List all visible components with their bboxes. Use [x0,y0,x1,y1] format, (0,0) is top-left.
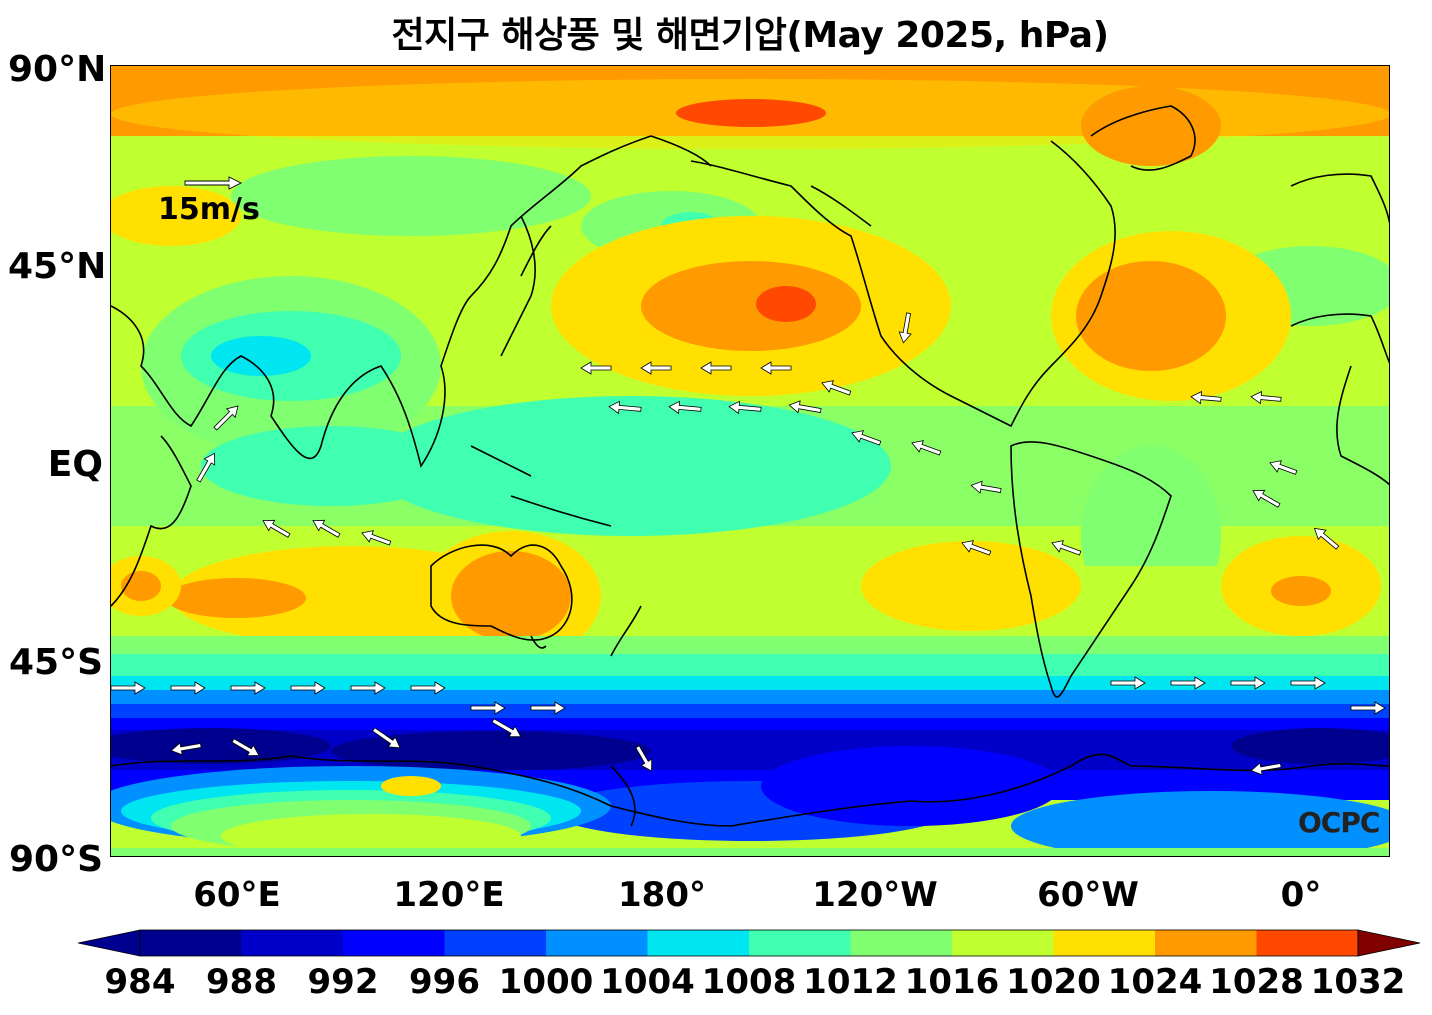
wind-vector [1313,527,1340,550]
lon-label-180: 180° [618,875,706,915]
wind-vector [898,312,912,344]
wind-vectors [111,312,1386,776]
wind-vector [668,400,702,415]
lat-label-90n: 90°N [8,49,107,90]
colorbar-under-triangle [78,929,141,957]
wind-vector [700,361,732,375]
wind-vector [788,400,822,414]
colorbar-swatch [952,930,1054,956]
colorbar-label: 1024 [1107,962,1203,1002]
colorbar-over-triangle [1357,929,1421,957]
colorbar-swatch [1256,930,1359,956]
colorbar-swatch [140,930,242,956]
wind-vector [1290,676,1326,690]
lat-label-45n: 45°N [8,246,107,287]
colorbar-swatch [241,930,344,956]
colorbar-swatch [546,930,648,956]
wind-vector [1250,762,1282,776]
reference-vector-label: 15m/s [158,192,260,227]
wind-vector [262,519,291,538]
colorbar-swatch [1053,930,1156,956]
wind-vector [111,681,146,695]
wind-vector [851,430,882,446]
wind-vector [640,361,672,375]
lat-label-90s: 90°S [8,839,103,880]
wind-vector [470,701,506,715]
wind-vector [290,681,326,695]
wind-vector [410,681,446,695]
wind-vector [170,742,202,756]
colorbar [78,929,1421,957]
pressure-wind-map [110,65,1390,857]
wind-vector [728,400,762,415]
colorbar-label: 992 [307,962,379,1002]
ocpc-watermark: OCPC [1298,806,1380,839]
lon-label-120w: 120°W [812,875,938,915]
lon-label-60w: 60°W [1037,875,1139,915]
lat-label-45s: 45°S [8,642,103,683]
wind-vector [372,727,401,749]
wind-vector [911,440,942,456]
wind-vector [580,361,612,375]
colorbar-label: 988 [206,962,277,1002]
reference-vector-arrow [184,176,243,190]
colorbar-label: 1000 [498,962,594,1002]
wind-vector [1230,676,1266,690]
colorbar-swatch [647,930,750,956]
colorbar-swatch [1155,930,1257,956]
lon-label-0: 0° [1280,875,1322,915]
colorbar-swatch [343,930,445,956]
colorbar-swatch [444,930,547,956]
colorbar-swatch [749,930,851,956]
wind-vector [970,480,1002,494]
coastlines [111,105,1389,827]
wind-vector [361,530,392,546]
wind-vector [635,745,653,772]
wind-vector [196,452,216,483]
colorbar-label: 1028 [1209,962,1304,1002]
colorbar-label: 1008 [701,962,797,1002]
colorbar-label: 1032 [1310,962,1406,1002]
wind-vector [1350,701,1386,715]
wind-vector [608,400,642,415]
lat-label-eq: EQ [47,444,103,485]
colorbar-label: 984 [104,962,176,1002]
map-title: 전지구 해상풍 및 해면기압(May 2025, hPa) [391,15,1109,56]
colorbar-label: 1016 [904,962,1000,1002]
wind-vector [961,540,992,556]
wind-vector [1190,390,1222,405]
wind-vector [1170,676,1206,690]
wind-vector [231,738,260,757]
colorbar-label: 1004 [600,962,695,1002]
colorbar-label: 996 [409,962,480,1002]
wind-vector [213,405,239,431]
wind-vector [1250,390,1282,405]
wind-vector [530,701,566,715]
wind-vector [312,519,341,538]
wind-vector [491,718,522,738]
map-canvas [111,66,1389,856]
lon-label-120e: 120°E [393,875,505,915]
lon-label-60e: 60°E [193,875,281,915]
wind-vector [821,380,852,396]
wind-vector [230,681,266,695]
wind-vector [1269,460,1298,475]
colorbar-label: 1012 [803,962,898,1002]
colorbar-label: 1020 [1006,962,1101,1002]
wind-vector [350,681,386,695]
wind-vector [170,681,206,695]
wind-vector [1110,676,1146,690]
colorbar-swatch [850,930,953,956]
wind-vector [1051,540,1082,556]
wind-vector [760,361,792,375]
wind-vector [1252,489,1281,508]
